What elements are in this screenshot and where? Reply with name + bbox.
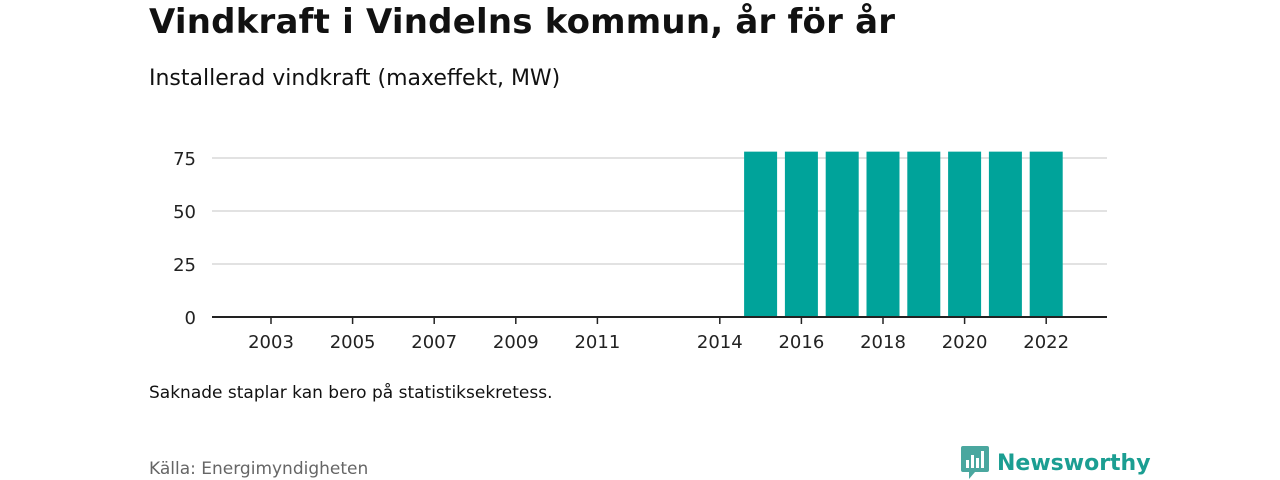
x-axis-ticks: 2003 2005 2007 2009 2011 2014 2016 2018 2020 2022	[248, 317, 1069, 353]
brand-name: Newsworthy	[997, 450, 1151, 476]
x-tick-label: 2020	[942, 332, 988, 353]
x-tick-label: 2014	[697, 332, 743, 353]
x-tick-label: 2016	[778, 332, 824, 353]
y-tick-label: 50	[173, 202, 196, 223]
y-tick-label: 75	[173, 149, 196, 170]
bar-2021	[988, 151, 1022, 317]
y-tick-label: 0	[185, 308, 196, 329]
chart-subtitle: Installerad vindkraft (maxeffekt, MW)	[149, 66, 561, 91]
chart-title: Vindkraft i Vindelns kommun, år för år	[149, 2, 896, 42]
x-tick-label: 2011	[574, 332, 620, 353]
bar-2020	[948, 151, 982, 317]
bar-2017	[825, 151, 859, 317]
y-axis-ticks: 0 25 50 75	[173, 149, 196, 329]
bar-2018	[866, 151, 900, 317]
x-tick-label: 2009	[493, 332, 539, 353]
bars	[744, 151, 1063, 317]
x-tick-label: 2005	[330, 332, 376, 353]
x-tick-label: 2018	[860, 332, 906, 353]
bar-2022	[1029, 151, 1063, 317]
footnote: Saknade staplar kan bero på statistiksek…	[149, 383, 553, 403]
x-tick-label: 2022	[1023, 332, 1069, 353]
x-tick-label: 2007	[411, 332, 457, 353]
brand-logo[interactable]: Newsworthy	[961, 446, 1151, 480]
source-label: Källa: Energimyndigheten	[149, 459, 369, 479]
x-tick-label: 2003	[248, 332, 294, 353]
bar-2019	[907, 151, 941, 317]
newsworthy-logo-icon	[961, 446, 989, 479]
bar-2015	[744, 151, 778, 317]
y-tick-label: 25	[173, 255, 196, 276]
bar-2016	[784, 151, 818, 317]
